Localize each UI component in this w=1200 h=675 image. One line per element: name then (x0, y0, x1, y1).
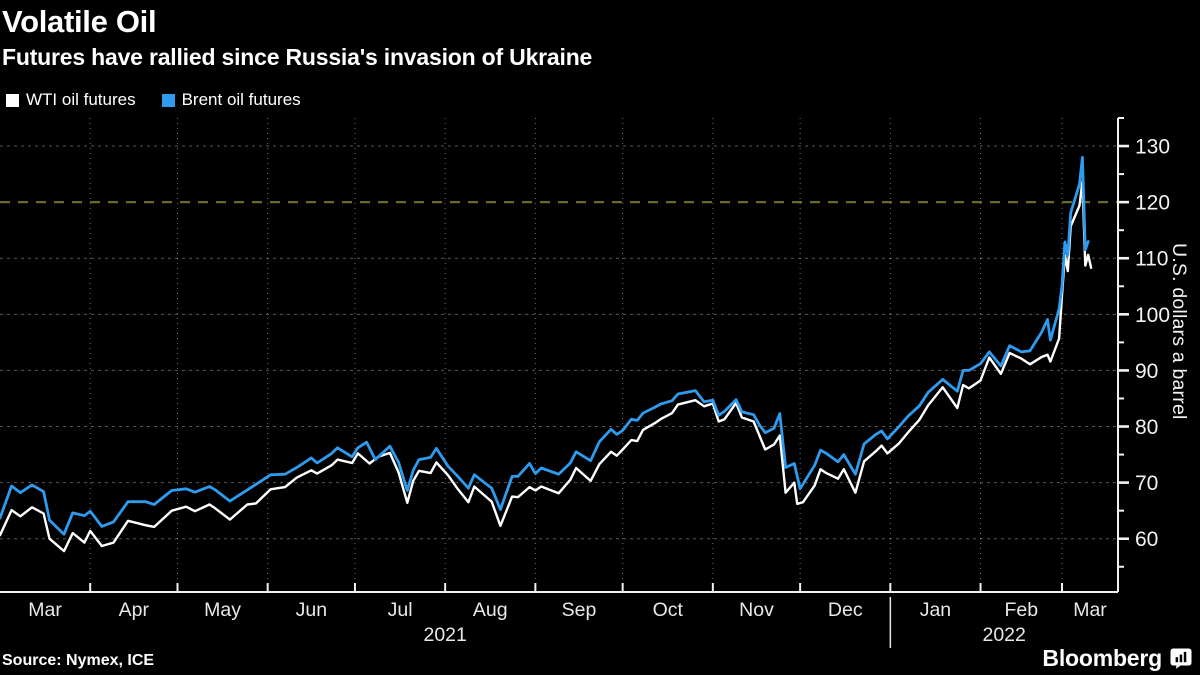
svg-text:90: 90 (1135, 360, 1158, 383)
bloomberg-bars-icon (1170, 648, 1192, 669)
svg-text:Jul: Jul (388, 599, 413, 621)
y-axis-labels: 60 70 80 90 100 110 120 130 (1135, 136, 1170, 552)
source-note: Source: Nymex, ICE (2, 652, 155, 669)
bloomberg-logo: Bloomberg (1042, 645, 1192, 672)
chart-subtitle: Futures have rallied since Russia's inva… (2, 44, 593, 70)
axes (0, 117, 1129, 593)
svg-text:100: 100 (1135, 304, 1170, 327)
svg-text:60: 60 (1135, 528, 1158, 551)
year-label-2021: 2021 (423, 624, 466, 646)
x-axis-labels: Mar Apr May Jun Jul Aug Sep Oct Nov Dec Jan Feb Mar (28, 599, 1107, 621)
svg-text:Mar: Mar (1073, 599, 1107, 621)
svg-text:Sep: Sep (562, 599, 597, 621)
svg-text:May: May (204, 599, 241, 621)
svg-text:110: 110 (1135, 248, 1168, 271)
svg-text:Feb: Feb (1004, 599, 1038, 621)
year-label-2022: 2022 (982, 624, 1025, 646)
svg-text:70: 70 (1135, 472, 1158, 495)
svg-text:130: 130 (1135, 136, 1170, 159)
chart-legend: WTI oil futures Brent oil futures (6, 90, 301, 110)
series-wti-line (0, 180, 1093, 553)
brent-legend-swatch-icon (161, 93, 175, 107)
wti-legend-swatch-icon (6, 93, 19, 107)
chart-title: Volatile Oil (2, 4, 157, 39)
legend-item-brent: Brent oil futures (161, 90, 301, 110)
brent-legend-label: Brent oil futures (181, 90, 301, 109)
wti-legend-label: WTI oil futures (26, 90, 136, 109)
svg-text:Dec: Dec (828, 599, 863, 621)
svg-text:Aug: Aug (473, 599, 508, 621)
svg-text:Jan: Jan (920, 599, 951, 621)
y-axis-title: U.S. dollars a barrel (1168, 243, 1190, 420)
svg-text:Nov: Nov (739, 599, 774, 621)
bloomberg-wordmark: Bloomberg (1042, 645, 1162, 671)
svg-text:80: 80 (1135, 416, 1158, 439)
svg-text:120: 120 (1135, 192, 1170, 215)
series-brent-line (0, 155, 1090, 536)
svg-text:Jun: Jun (296, 599, 327, 621)
legend-item-wti: WTI oil futures (6, 90, 136, 110)
svg-text:Apr: Apr (119, 599, 150, 621)
grid-lines (0, 118, 1118, 592)
svg-text:Oct: Oct (653, 599, 684, 621)
svg-text:Mar: Mar (28, 599, 62, 621)
